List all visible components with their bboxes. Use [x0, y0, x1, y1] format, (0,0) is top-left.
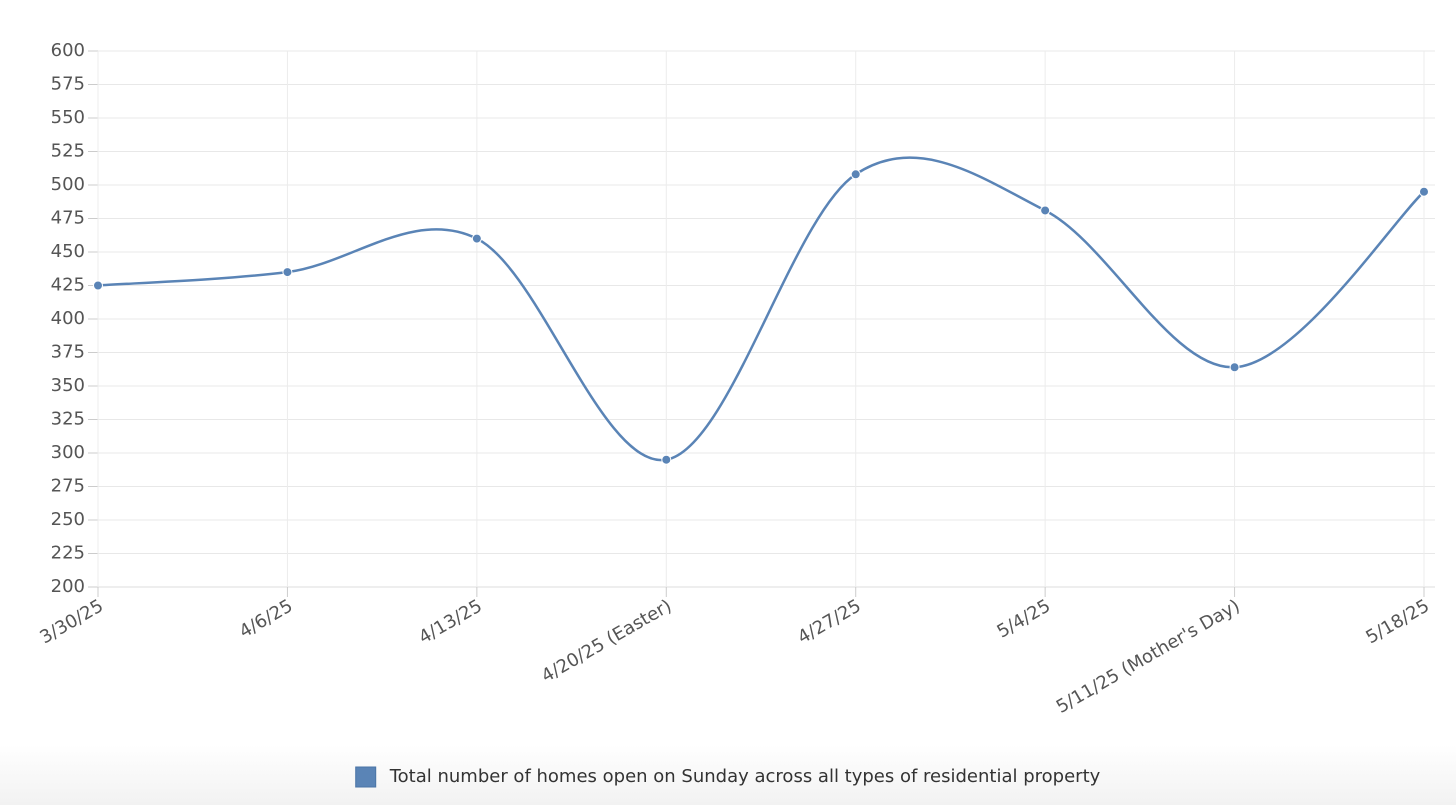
x-tick-label: 4/20/25 (Easter)	[538, 595, 675, 686]
footer-band	[0, 745, 1456, 805]
x-tick-label: 3/30/25	[36, 595, 107, 648]
y-tick-label: 375	[51, 342, 85, 363]
x-tick-label: 4/27/25	[794, 595, 865, 648]
series-line	[97, 156, 1425, 461]
x-tick-label: 4/13/25	[415, 595, 486, 648]
data-point	[282, 267, 293, 278]
y-tick-label: 250	[51, 509, 85, 530]
legend-label: Total number of homes open on Sunday acr…	[389, 766, 1101, 787]
data-point	[850, 169, 861, 180]
y-tick-label: 575	[51, 74, 85, 95]
y-tick-label: 350	[51, 375, 85, 396]
data-point	[1229, 362, 1240, 373]
y-tick-label: 600	[51, 40, 85, 61]
y-tick-label: 525	[51, 141, 85, 162]
x-tick-label: 5/4/25	[993, 595, 1054, 642]
x-tick-label: 5/18/25	[1362, 595, 1433, 648]
data-point	[1419, 186, 1429, 197]
y-tick-label: 325	[51, 409, 85, 430]
x-tick-label: 4/6/25	[236, 595, 297, 642]
data-point	[1040, 205, 1051, 216]
y-tick-label: 200	[51, 576, 85, 597]
y-tick-label: 400	[51, 308, 85, 329]
y-tick-label: 550	[51, 107, 85, 128]
y-tick-label: 475	[51, 208, 85, 229]
y-tick-label: 500	[51, 174, 85, 195]
data-point	[93, 280, 103, 291]
y-tick-label: 225	[51, 543, 85, 564]
y-tick-label: 275	[51, 476, 85, 497]
y-tick-label: 425	[51, 275, 85, 296]
y-tick-label: 450	[51, 241, 85, 262]
data-point	[471, 233, 482, 244]
x-tick-label: 5/11/25 (Mother's Day)	[1053, 595, 1244, 717]
legend-swatch	[355, 766, 377, 788]
data-point	[661, 454, 672, 465]
y-tick-label: 300	[51, 442, 85, 463]
